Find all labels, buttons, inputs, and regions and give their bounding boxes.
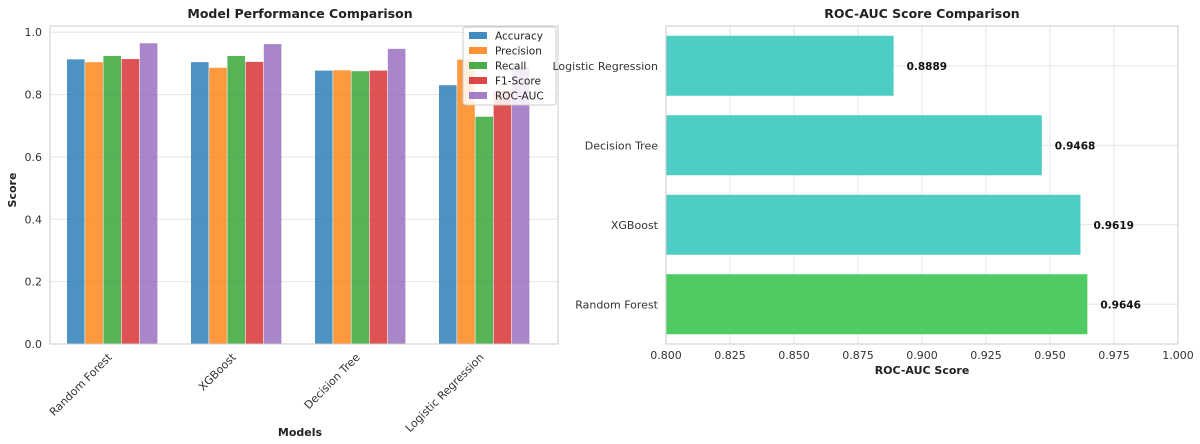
left-xtick-label: XGBoost bbox=[196, 350, 239, 393]
bar-roc-auc-random-forest bbox=[139, 43, 158, 345]
legend-label: Recall bbox=[495, 61, 526, 73]
hbar-value-label: 0.9468 bbox=[1055, 140, 1096, 152]
hbar-logistic-regression bbox=[666, 35, 894, 96]
right-chart-xlabel: ROC-AUC Score bbox=[875, 364, 970, 377]
left-ytick-label: 1.0 bbox=[25, 26, 43, 39]
left-chart-title: Model Performance Comparison bbox=[187, 6, 412, 21]
right-chart: 0.800 0.825 0.850 0.875 0.900 0.925 0.950 0.975… bbox=[552, 25, 1194, 362]
hbar-decision-tree bbox=[666, 115, 1042, 176]
left-ytick-label: 0.4 bbox=[25, 213, 43, 226]
left-ytick-label: 0.6 bbox=[25, 151, 43, 164]
left-chart: 0.0 0.2 0.4 0.6 0.8 1.0 Random Forest XGBoost De… bbox=[25, 25, 559, 435]
left-xtick-label: Logistic Regression bbox=[403, 351, 487, 435]
right-ytick-label: XGBoost bbox=[611, 219, 659, 232]
bar-precision-xgboost bbox=[209, 67, 227, 344]
legend-label: F1-Score bbox=[495, 76, 541, 88]
bar-accuracy-decision-tree bbox=[315, 70, 333, 345]
legend-box bbox=[462, 26, 557, 106]
right-xtick-label: 0.875 bbox=[842, 349, 874, 362]
hbar-value-label: 0.9646 bbox=[1100, 299, 1141, 311]
right-ytick-label: Random Forest bbox=[575, 298, 658, 311]
right-chart-title: ROC-AUC Score Comparison bbox=[824, 6, 1019, 21]
legend-label: ROC-AUC bbox=[495, 91, 544, 103]
legend-swatch-precision bbox=[469, 47, 487, 54]
left-xtick-label: Decision Tree bbox=[302, 351, 363, 412]
right-xtick-label: 1.000 bbox=[1162, 349, 1194, 362]
right-ytick-label: Logistic Regression bbox=[552, 60, 658, 73]
right-xtick-label: 0.825 bbox=[714, 349, 746, 362]
left-ytick-label: 0.0 bbox=[25, 338, 43, 351]
left-ytick-label: 0.8 bbox=[25, 89, 43, 102]
bar-recall-logistic-regression bbox=[475, 116, 493, 344]
right-xtick-label: 0.900 bbox=[906, 349, 938, 362]
right-xtick-label: 0.975 bbox=[1098, 349, 1130, 362]
bar-accuracy-xgboost bbox=[191, 62, 209, 345]
right-xtick-label: 0.925 bbox=[970, 349, 1002, 362]
bar-recall-xgboost bbox=[227, 55, 245, 344]
hbar-xgboost bbox=[666, 194, 1081, 255]
bar-f1-score-random-forest bbox=[121, 59, 140, 344]
bar-f1-score-decision-tree bbox=[369, 70, 388, 345]
right-ytick-label: Decision Tree bbox=[585, 139, 658, 152]
legend-label: Precision bbox=[495, 46, 542, 58]
bar-recall-decision-tree bbox=[351, 71, 369, 345]
right-xtick-label: 0.950 bbox=[1034, 349, 1066, 362]
legend-swatch-roc-auc bbox=[469, 92, 487, 99]
bar-accuracy-logistic-regression bbox=[439, 85, 457, 344]
bar-precision-logistic-regression bbox=[457, 59, 475, 344]
hbar-random-forest bbox=[666, 274, 1088, 335]
bar-recall-random-forest bbox=[103, 55, 121, 344]
bar-precision-random-forest bbox=[85, 62, 103, 345]
legend-label: Accuracy bbox=[495, 31, 543, 43]
bar-roc-auc-logistic-regression bbox=[511, 66, 530, 345]
right-plot-frame bbox=[665, 25, 1179, 345]
left-plot-frame bbox=[49, 25, 559, 345]
left-chart-ylabel: Score bbox=[6, 173, 19, 208]
bar-accuracy-random-forest bbox=[67, 59, 85, 344]
left-ytick-label: 0.2 bbox=[25, 276, 43, 289]
bar-f1-score-xgboost bbox=[245, 61, 264, 345]
hbar-value-label: 0.9619 bbox=[1093, 220, 1134, 232]
right-xtick-label: 0.800 bbox=[650, 349, 682, 362]
legend-swatch-recall bbox=[469, 62, 487, 69]
legend-swatch-f1-score bbox=[469, 77, 487, 84]
bar-precision-decision-tree bbox=[333, 70, 351, 344]
bar-roc-auc-xgboost bbox=[263, 44, 282, 345]
right-xtick-label: 0.850 bbox=[778, 349, 810, 362]
legend-swatch-accuracy bbox=[469, 32, 487, 39]
bar-roc-auc-decision-tree bbox=[387, 48, 406, 345]
hbar-value-label: 0.8889 bbox=[907, 61, 948, 73]
bar-f1-score-logistic-regression bbox=[493, 90, 512, 344]
left-chart-xlabel: Models bbox=[278, 426, 323, 439]
left-xtick-label: Random Forest bbox=[47, 350, 115, 418]
